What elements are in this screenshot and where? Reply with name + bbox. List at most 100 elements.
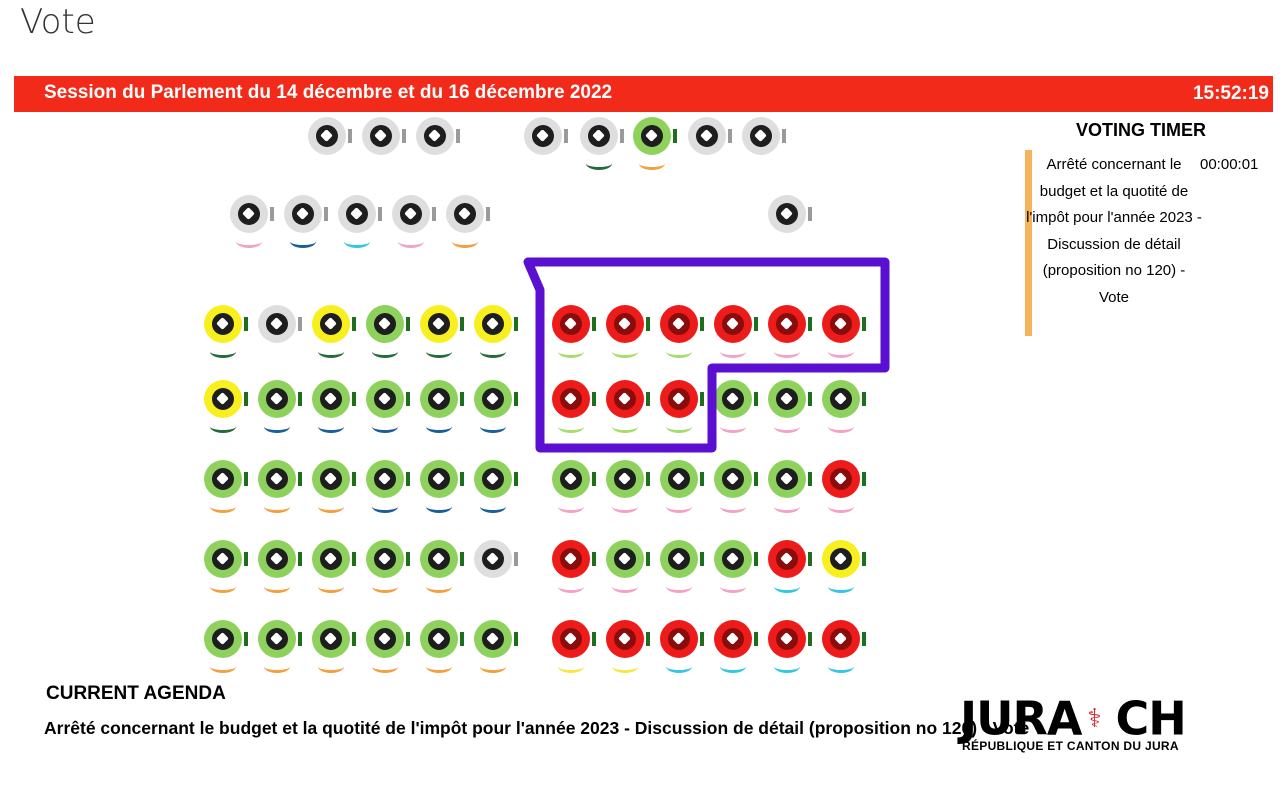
party-underline — [612, 580, 638, 593]
seat-icon — [266, 628, 288, 650]
presence-indicator — [592, 632, 596, 646]
seat-no — [606, 620, 666, 673]
presence-indicator — [348, 129, 352, 143]
vote-indicator — [420, 620, 458, 658]
presence-indicator — [673, 129, 677, 143]
party-underline — [828, 660, 854, 673]
party-underline — [558, 420, 584, 433]
seat-absent — [258, 305, 318, 355]
seat-absent — [580, 117, 640, 170]
vote-indicator — [768, 460, 806, 498]
party-underline — [398, 235, 424, 248]
seat-icon — [830, 468, 852, 490]
seat-icon — [668, 548, 690, 570]
vote-indicator — [258, 460, 296, 498]
seat-icon — [668, 628, 690, 650]
presence-indicator — [700, 317, 704, 331]
vote-indicator — [768, 620, 806, 658]
vote-indicator — [660, 380, 698, 418]
seat-icon — [668, 388, 690, 410]
vote-indicator — [474, 380, 512, 418]
seat-yes — [660, 540, 720, 593]
seat-icon — [374, 548, 396, 570]
seat-yes — [606, 460, 666, 513]
timer-accent-stripe — [1025, 150, 1032, 336]
party-underline — [426, 500, 452, 513]
party-underline — [774, 500, 800, 513]
seat-icon — [722, 548, 744, 570]
party-underline — [828, 345, 854, 358]
party-underline — [828, 580, 854, 593]
party-underline — [210, 345, 236, 358]
seat-yes — [366, 620, 426, 673]
party-underline — [210, 660, 236, 673]
vote-indicator — [606, 540, 644, 578]
vote-indicator — [204, 460, 242, 498]
vote-indicator — [474, 305, 512, 343]
party-underline — [666, 580, 692, 593]
presence-indicator — [298, 632, 302, 646]
party-underline — [774, 660, 800, 673]
seat-icon — [750, 125, 772, 147]
vote-indicator — [660, 460, 698, 498]
vote-indicator — [524, 117, 562, 155]
session-title: Session du Parlement du 14 décembre et d… — [44, 82, 613, 103]
party-underline — [290, 235, 316, 248]
jura-logo: JURA ⚕ CH — [960, 688, 1187, 746]
seat-no — [822, 620, 882, 673]
seat-icon — [482, 468, 504, 490]
seat-yes — [474, 620, 534, 673]
vote-indicator — [258, 620, 296, 658]
seat-icon — [830, 628, 852, 650]
seat-no — [768, 540, 828, 593]
seat-yes — [633, 117, 693, 170]
seat-yes — [312, 620, 372, 673]
seat-yes — [258, 540, 318, 593]
vote-indicator — [258, 540, 296, 578]
party-underline — [720, 580, 746, 593]
seat-icon — [454, 203, 476, 225]
presence-indicator — [564, 129, 568, 143]
presence-indicator — [298, 552, 302, 566]
seat-icon — [588, 125, 610, 147]
party-underline — [639, 157, 665, 170]
seat-icon — [428, 388, 450, 410]
party-underline — [558, 580, 584, 593]
seat-absent — [446, 195, 506, 248]
vote-indicator — [416, 117, 454, 155]
vote-indicator — [633, 117, 671, 155]
presence-indicator — [700, 552, 704, 566]
presence-indicator — [406, 317, 410, 331]
seat-abstain — [822, 540, 882, 593]
seat-no — [660, 620, 720, 673]
vote-indicator — [312, 460, 350, 498]
seat-no — [768, 305, 828, 358]
party-underline — [720, 660, 746, 673]
presence-indicator — [244, 472, 248, 486]
seat-abstain — [474, 305, 534, 358]
presence-indicator — [862, 552, 866, 566]
seat-icon — [776, 628, 798, 650]
seat-icon — [212, 548, 234, 570]
seat-icon — [830, 313, 852, 335]
presence-indicator — [514, 317, 518, 331]
seat-no — [606, 380, 666, 433]
seat-yes — [204, 460, 264, 513]
vote-indicator — [312, 620, 350, 658]
party-underline — [264, 420, 290, 433]
vote-indicator — [230, 195, 268, 233]
seat-icon — [428, 628, 450, 650]
seat-icon — [212, 313, 234, 335]
party-underline — [210, 500, 236, 513]
seat-icon — [316, 125, 338, 147]
vote-indicator — [714, 380, 752, 418]
presence-indicator — [406, 552, 410, 566]
presence-indicator — [324, 207, 328, 221]
seat-no — [552, 620, 612, 673]
party-underline — [480, 345, 506, 358]
vote-indicator — [660, 620, 698, 658]
party-underline — [372, 500, 398, 513]
presence-indicator — [406, 472, 410, 486]
seat-absent — [688, 117, 748, 167]
presence-indicator — [460, 392, 464, 406]
